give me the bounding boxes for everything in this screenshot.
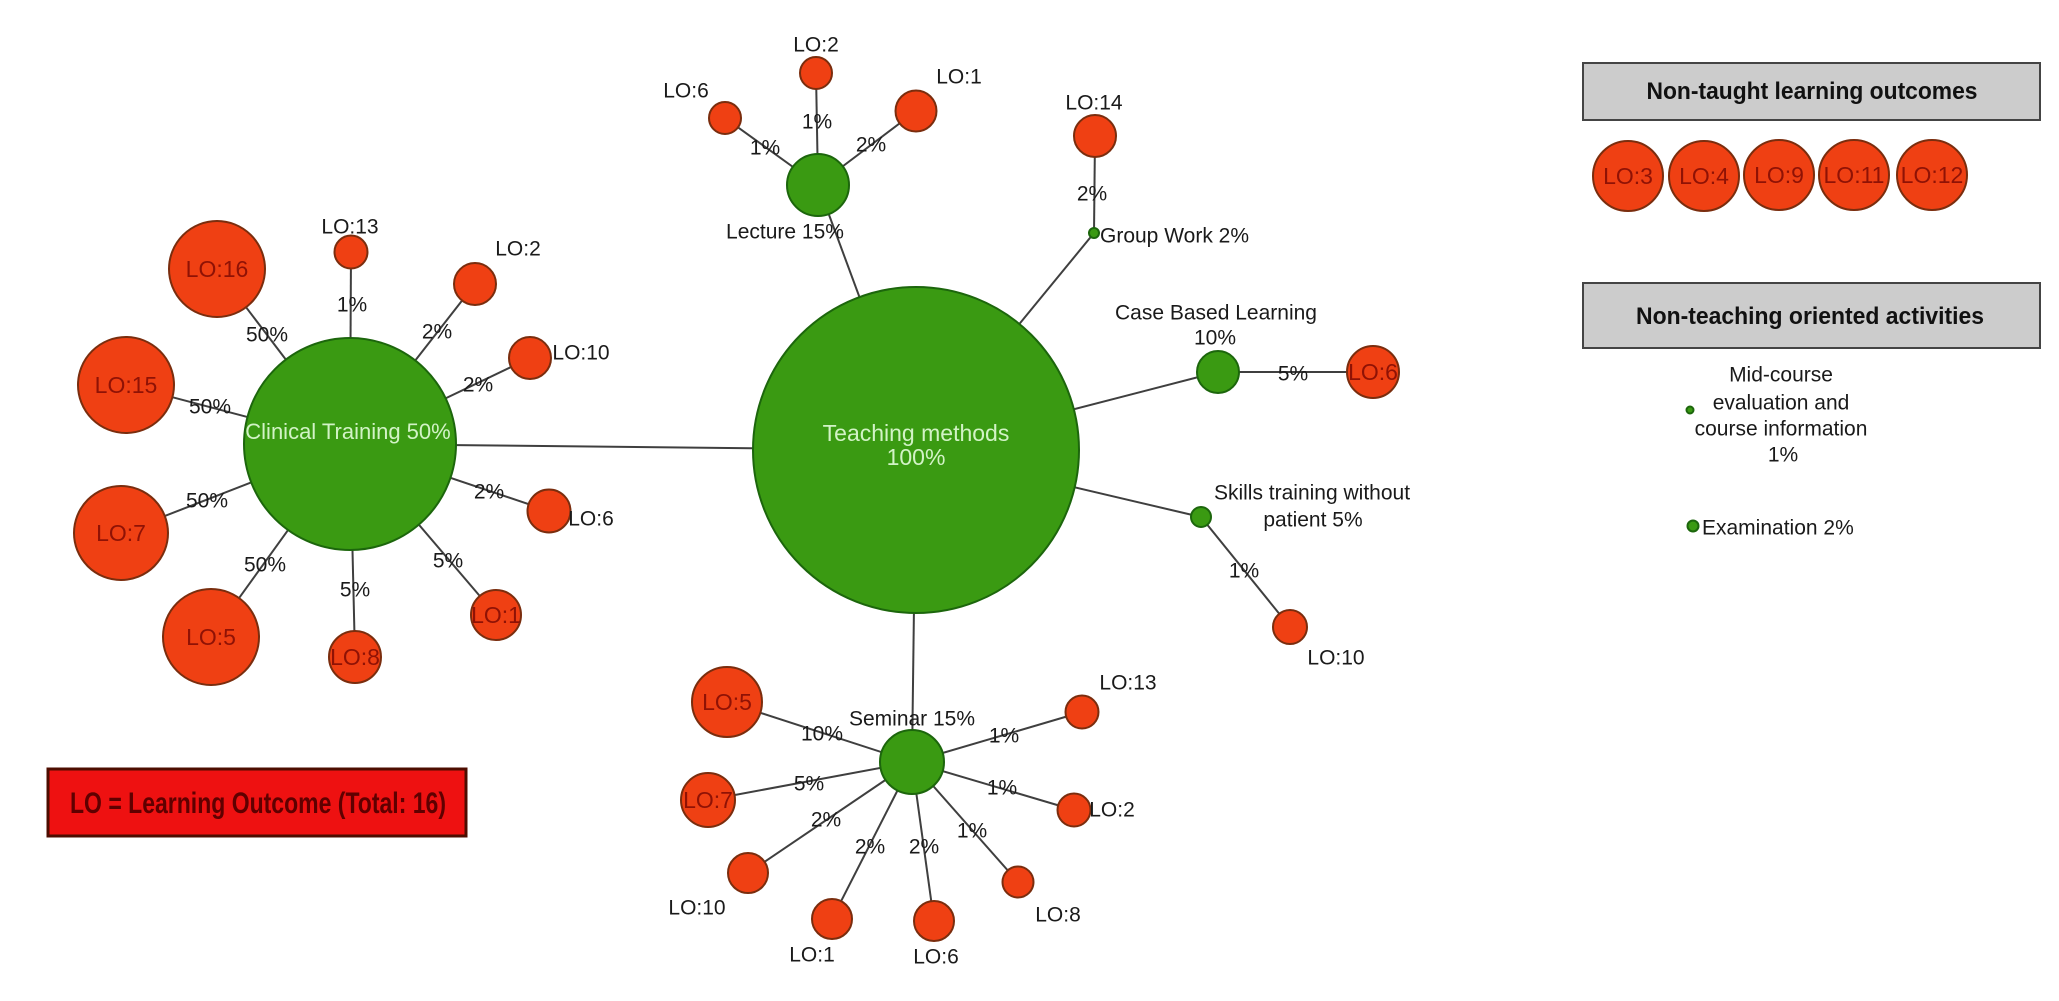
svg-text:Seminar 15%: Seminar 15% bbox=[849, 708, 975, 731]
svg-text:LO:2: LO:2 bbox=[1089, 799, 1135, 822]
svg-text:50%: 50% bbox=[244, 554, 286, 577]
svg-text:5%: 5% bbox=[794, 773, 824, 796]
svg-text:course information: course information bbox=[1695, 418, 1868, 441]
svg-text:2%: 2% bbox=[909, 836, 939, 859]
svg-text:LO:6: LO:6 bbox=[913, 946, 959, 969]
svg-text:Case Based Learning: Case Based Learning bbox=[1115, 302, 1317, 325]
svg-text:LO:10: LO:10 bbox=[1307, 647, 1364, 670]
svg-text:1%: 1% bbox=[1229, 560, 1259, 583]
svg-text:LO:6: LO:6 bbox=[1348, 359, 1398, 385]
svg-text:5%: 5% bbox=[1278, 363, 1308, 386]
svg-text:evaluation and: evaluation and bbox=[1713, 392, 1850, 415]
svg-text:Examination 2%: Examination 2% bbox=[1702, 517, 1854, 540]
svg-text:LO:16: LO:16 bbox=[186, 256, 249, 282]
svg-text:Non-taught learning outcomes: Non-taught learning outcomes bbox=[1647, 78, 1978, 105]
svg-text:LO:5: LO:5 bbox=[702, 689, 752, 715]
svg-text:2%: 2% bbox=[463, 374, 493, 397]
svg-text:50%: 50% bbox=[246, 324, 288, 347]
svg-text:Non-teaching oriented activiti: Non-teaching oriented activities bbox=[1636, 303, 1984, 330]
svg-text:Group Work 2%: Group Work 2% bbox=[1100, 225, 1249, 248]
svg-text:2%: 2% bbox=[422, 321, 452, 344]
svg-text:LO = Learning Outcome (Total:: LO = Learning Outcome (Total: 16) bbox=[70, 787, 446, 820]
svg-text:1%: 1% bbox=[750, 137, 780, 160]
svg-text:50%: 50% bbox=[189, 396, 231, 419]
svg-text:2%: 2% bbox=[474, 481, 504, 504]
svg-text:LO:15: LO:15 bbox=[95, 372, 158, 398]
svg-text:Teaching methods: Teaching methods bbox=[823, 420, 1010, 446]
svg-text:1%: 1% bbox=[1768, 444, 1798, 467]
svg-text:Lecture 15%: Lecture 15% bbox=[726, 221, 844, 244]
svg-text:LO:7: LO:7 bbox=[96, 520, 146, 546]
svg-text:LO:6: LO:6 bbox=[663, 80, 709, 103]
svg-text:LO:2: LO:2 bbox=[495, 238, 541, 261]
svg-text:10%: 10% bbox=[801, 723, 843, 746]
svg-text:LO:8: LO:8 bbox=[1035, 904, 1081, 927]
svg-text:patient 5%: patient 5% bbox=[1263, 509, 1362, 532]
svg-text:100%: 100% bbox=[887, 444, 946, 470]
svg-text:1%: 1% bbox=[802, 111, 832, 134]
svg-text:5%: 5% bbox=[433, 550, 463, 573]
svg-text:50%: 50% bbox=[186, 490, 228, 513]
svg-text:LO:13: LO:13 bbox=[1099, 672, 1156, 695]
svg-text:Skills training without: Skills training without bbox=[1214, 482, 1410, 505]
svg-text:1%: 1% bbox=[987, 777, 1017, 800]
svg-text:2%: 2% bbox=[1077, 183, 1107, 206]
svg-text:1%: 1% bbox=[957, 820, 987, 843]
svg-text:LO:4: LO:4 bbox=[1679, 163, 1729, 189]
svg-text:LO:11: LO:11 bbox=[1824, 162, 1885, 188]
svg-text:LO:1: LO:1 bbox=[936, 66, 982, 89]
svg-text:2%: 2% bbox=[855, 836, 885, 859]
svg-text:Mid-course: Mid-course bbox=[1729, 364, 1833, 387]
svg-text:10%: 10% bbox=[1194, 327, 1236, 350]
svg-text:Clinical Training 50%: Clinical Training 50% bbox=[245, 419, 450, 444]
svg-text:LO:10: LO:10 bbox=[668, 897, 725, 920]
svg-text:1%: 1% bbox=[337, 294, 367, 317]
svg-text:LO:5: LO:5 bbox=[186, 624, 236, 650]
svg-text:2%: 2% bbox=[811, 809, 841, 832]
svg-text:LO:14: LO:14 bbox=[1065, 92, 1123, 115]
svg-text:LO:13: LO:13 bbox=[321, 216, 378, 239]
svg-text:LO:1: LO:1 bbox=[471, 602, 521, 628]
svg-text:LO:7: LO:7 bbox=[683, 787, 733, 813]
svg-text:5%: 5% bbox=[340, 579, 370, 602]
svg-text:LO:6: LO:6 bbox=[568, 508, 614, 531]
svg-text:LO:9: LO:9 bbox=[1754, 162, 1804, 188]
svg-text:LO:8: LO:8 bbox=[330, 644, 380, 670]
svg-text:2%: 2% bbox=[856, 134, 886, 157]
svg-text:1%: 1% bbox=[989, 725, 1019, 748]
svg-text:LO:1: LO:1 bbox=[789, 944, 835, 967]
svg-text:LO:12: LO:12 bbox=[1901, 162, 1964, 188]
svg-text:LO:10: LO:10 bbox=[552, 342, 609, 365]
svg-text:LO:2: LO:2 bbox=[793, 34, 839, 57]
svg-text:LO:3: LO:3 bbox=[1603, 163, 1653, 189]
